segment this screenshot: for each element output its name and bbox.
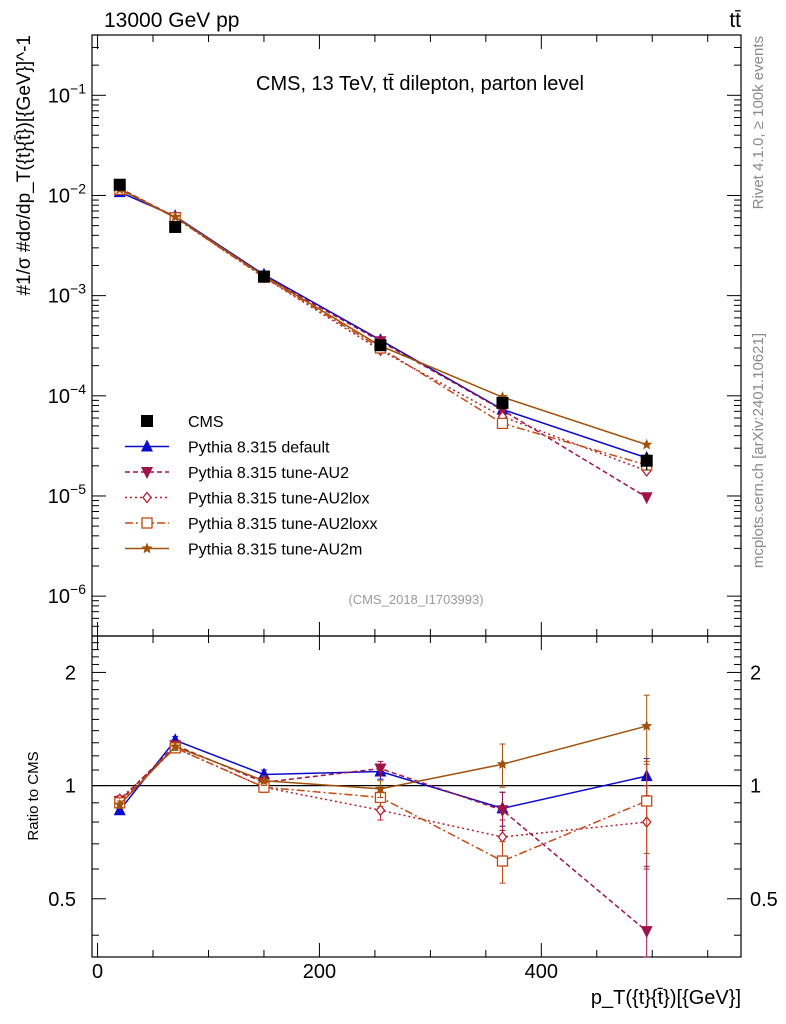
data-point <box>257 270 270 283</box>
series-point <box>169 210 181 222</box>
ratio-point <box>641 795 653 807</box>
ratio-line <box>119 725 647 806</box>
ratio-point <box>497 830 508 844</box>
analysis-tag: (CMS_2018_I1703993) <box>348 592 483 607</box>
axis-tick-labels: 0 200 400 10−6 10−5 10−4 10−3 10−2 10−1 0.5 0.5 1 1 2… <box>48 80 778 983</box>
legend: CMS Pythia 8.315 default Pythia 8.315 tune… <box>125 414 377 559</box>
ratio-point <box>114 798 126 810</box>
legend-marker <box>141 415 153 427</box>
ratio-tick-label-right: 0.5 <box>750 889 778 911</box>
x-tick-label: 200 <box>303 961 336 983</box>
data-point <box>169 220 182 233</box>
ratio-point <box>496 758 509 770</box>
data-point <box>640 454 653 467</box>
series-point <box>640 492 653 505</box>
ratio-line <box>119 739 647 811</box>
legend-label: Pythia 8.315 default <box>188 440 330 457</box>
mcplots-label: mcplots.cern.ch [arXiv:2401.10621] <box>750 333 767 568</box>
legend-label: Pythia 8.315 tune-AU2loxx <box>188 516 377 533</box>
ratio-point <box>374 763 387 776</box>
series-point <box>496 417 509 430</box>
rivet-version-label: Rivet 4.1.0, ≥ 100k events <box>750 36 767 209</box>
axis-ticks <box>92 34 741 957</box>
y-tick-label: 10−4 <box>48 381 86 408</box>
x-axis-label: p_T({t}{t̄})[{GeV}] <box>591 987 741 1009</box>
y-axis-label: #1/σ #dσ/dp_T({t}{t̄})[{GeV}]^-1 <box>14 35 35 296</box>
series-point <box>640 438 653 450</box>
x-tick-label: 400 <box>525 961 558 983</box>
ratio-line <box>119 746 647 838</box>
ratio-point <box>258 774 270 786</box>
ratio-point <box>169 740 181 752</box>
y-tick-label: 10−3 <box>48 281 86 308</box>
header-right-label: tt̄ <box>729 9 741 32</box>
legend-marker <box>141 542 153 554</box>
y-tick-label: 10−1 <box>48 80 86 107</box>
data-point <box>374 339 387 352</box>
legend-label: Pythia 8.315 tune-AU2 <box>188 465 349 482</box>
ratio-point <box>640 926 653 939</box>
ratio-point <box>113 803 126 816</box>
legend-marker <box>141 439 153 452</box>
series-point <box>496 391 509 402</box>
ratio-y-axis-label: Ratio to CMS <box>25 751 42 840</box>
legend-marker <box>142 491 152 504</box>
legend-label: Pythia 8.315 tune-AU2lox <box>188 491 369 508</box>
series-line <box>119 188 647 446</box>
chart-title: CMS, 13 TeV, tt̄ dilepton, parton level <box>256 73 584 95</box>
header-left-label: 13000 GeV pp <box>104 9 239 32</box>
ratio-tick-label: 1 <box>65 776 76 798</box>
ratio-plot-frame <box>91 635 742 958</box>
y-tick-label: 10−5 <box>48 481 86 508</box>
ratio-series-layer <box>113 694 653 958</box>
legend-label: Pythia 8.315 tune-AU2m <box>188 542 362 559</box>
data-point <box>113 178 126 191</box>
ratio-tick-label: 0.5 <box>48 889 76 911</box>
main-series-layer <box>113 178 653 505</box>
ratio-tick-label: 2 <box>65 662 76 684</box>
legend-marker <box>141 517 153 529</box>
y-tick-label: 10−2 <box>48 180 86 207</box>
ratio-tick-label-right: 2 <box>750 662 761 684</box>
x-tick-label: 0 <box>92 961 103 983</box>
ratio-point <box>374 782 387 794</box>
ratio-tick-label-right: 1 <box>750 776 761 798</box>
y-tick-label: 10−6 <box>48 581 86 608</box>
series-line <box>119 187 647 472</box>
ratio-point <box>496 805 509 818</box>
legend-marker <box>141 467 153 479</box>
ratio-point <box>496 855 509 867</box>
legend-label: CMS <box>188 414 224 431</box>
ratio-line <box>119 744 648 932</box>
ratio-point <box>640 720 653 731</box>
ratio-point <box>375 804 386 817</box>
data-point <box>496 396 509 409</box>
